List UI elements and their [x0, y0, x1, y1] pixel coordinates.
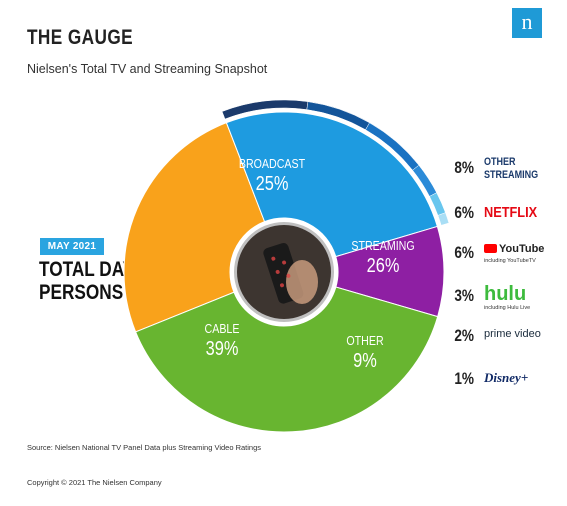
- legend-brand-netflix: NETFLIX: [484, 204, 538, 221]
- slice-value-cable: 39%: [206, 336, 239, 359]
- slice-value-broadcast: 25%: [256, 171, 289, 194]
- remote-button: [280, 283, 285, 288]
- copyright-note: Copyright © 2021 The Nielsen Company: [27, 478, 162, 487]
- legend-percent: 3%: [454, 286, 474, 305]
- ring-segment-disney-: [437, 212, 450, 226]
- slice-value-streaming: 26%: [367, 253, 400, 276]
- legend-brand-youtube: YouTube: [484, 243, 544, 255]
- hand-shape: [286, 260, 318, 304]
- legend-brand-other-streaming: OTHER STREAMING: [484, 156, 538, 182]
- slice-label-cable: CABLE: [205, 321, 240, 336]
- legend-brand-hulu: hulu: [484, 283, 527, 305]
- remote-button: [282, 260, 287, 265]
- nielsen-logo: n: [512, 8, 542, 38]
- slice-value-other: 9%: [353, 348, 377, 371]
- slice-cable: [134, 286, 439, 433]
- remote-button: [271, 256, 276, 261]
- headline-line-2: PERSONS 2+: [39, 281, 148, 304]
- source-note: Source: Nielsen National TV Panel Data p…: [27, 443, 262, 452]
- legend-percent: 2%: [454, 326, 474, 345]
- youtube-play-icon: [484, 244, 497, 253]
- slice-label-streaming: STREAMING: [351, 238, 414, 253]
- legend-percent: 1%: [454, 369, 474, 388]
- date-badge: MAY 2021: [40, 238, 104, 255]
- legend-sublabel: including Hulu Live: [484, 305, 531, 311]
- headline: TOTAL DAY PERSONS 2+: [39, 258, 148, 304]
- legend-brand-disney-: Disney+: [484, 370, 529, 385]
- legend-brand-line: STREAMING: [484, 169, 539, 181]
- slice-label-broadcast: BROADCAST: [239, 156, 305, 171]
- remote-button: [286, 273, 291, 278]
- legend-percent: 6%: [454, 203, 474, 222]
- legend-percent: 6%: [454, 243, 474, 262]
- remote-button: [275, 269, 280, 274]
- page-subtitle: Nielsen's Total TV and Streaming Snapsho…: [27, 62, 268, 76]
- legend-brand-line: OTHER: [484, 156, 516, 168]
- legend-percent: 8%: [454, 158, 474, 177]
- legend-sublabel: including YouTubeTV: [484, 258, 536, 264]
- headline-line-1: TOTAL DAY: [39, 258, 135, 281]
- page-title: THE GAUGE: [27, 26, 134, 49]
- slice-label-other: OTHER: [346, 333, 384, 348]
- legend-brand-prime-video: prime video: [484, 328, 541, 340]
